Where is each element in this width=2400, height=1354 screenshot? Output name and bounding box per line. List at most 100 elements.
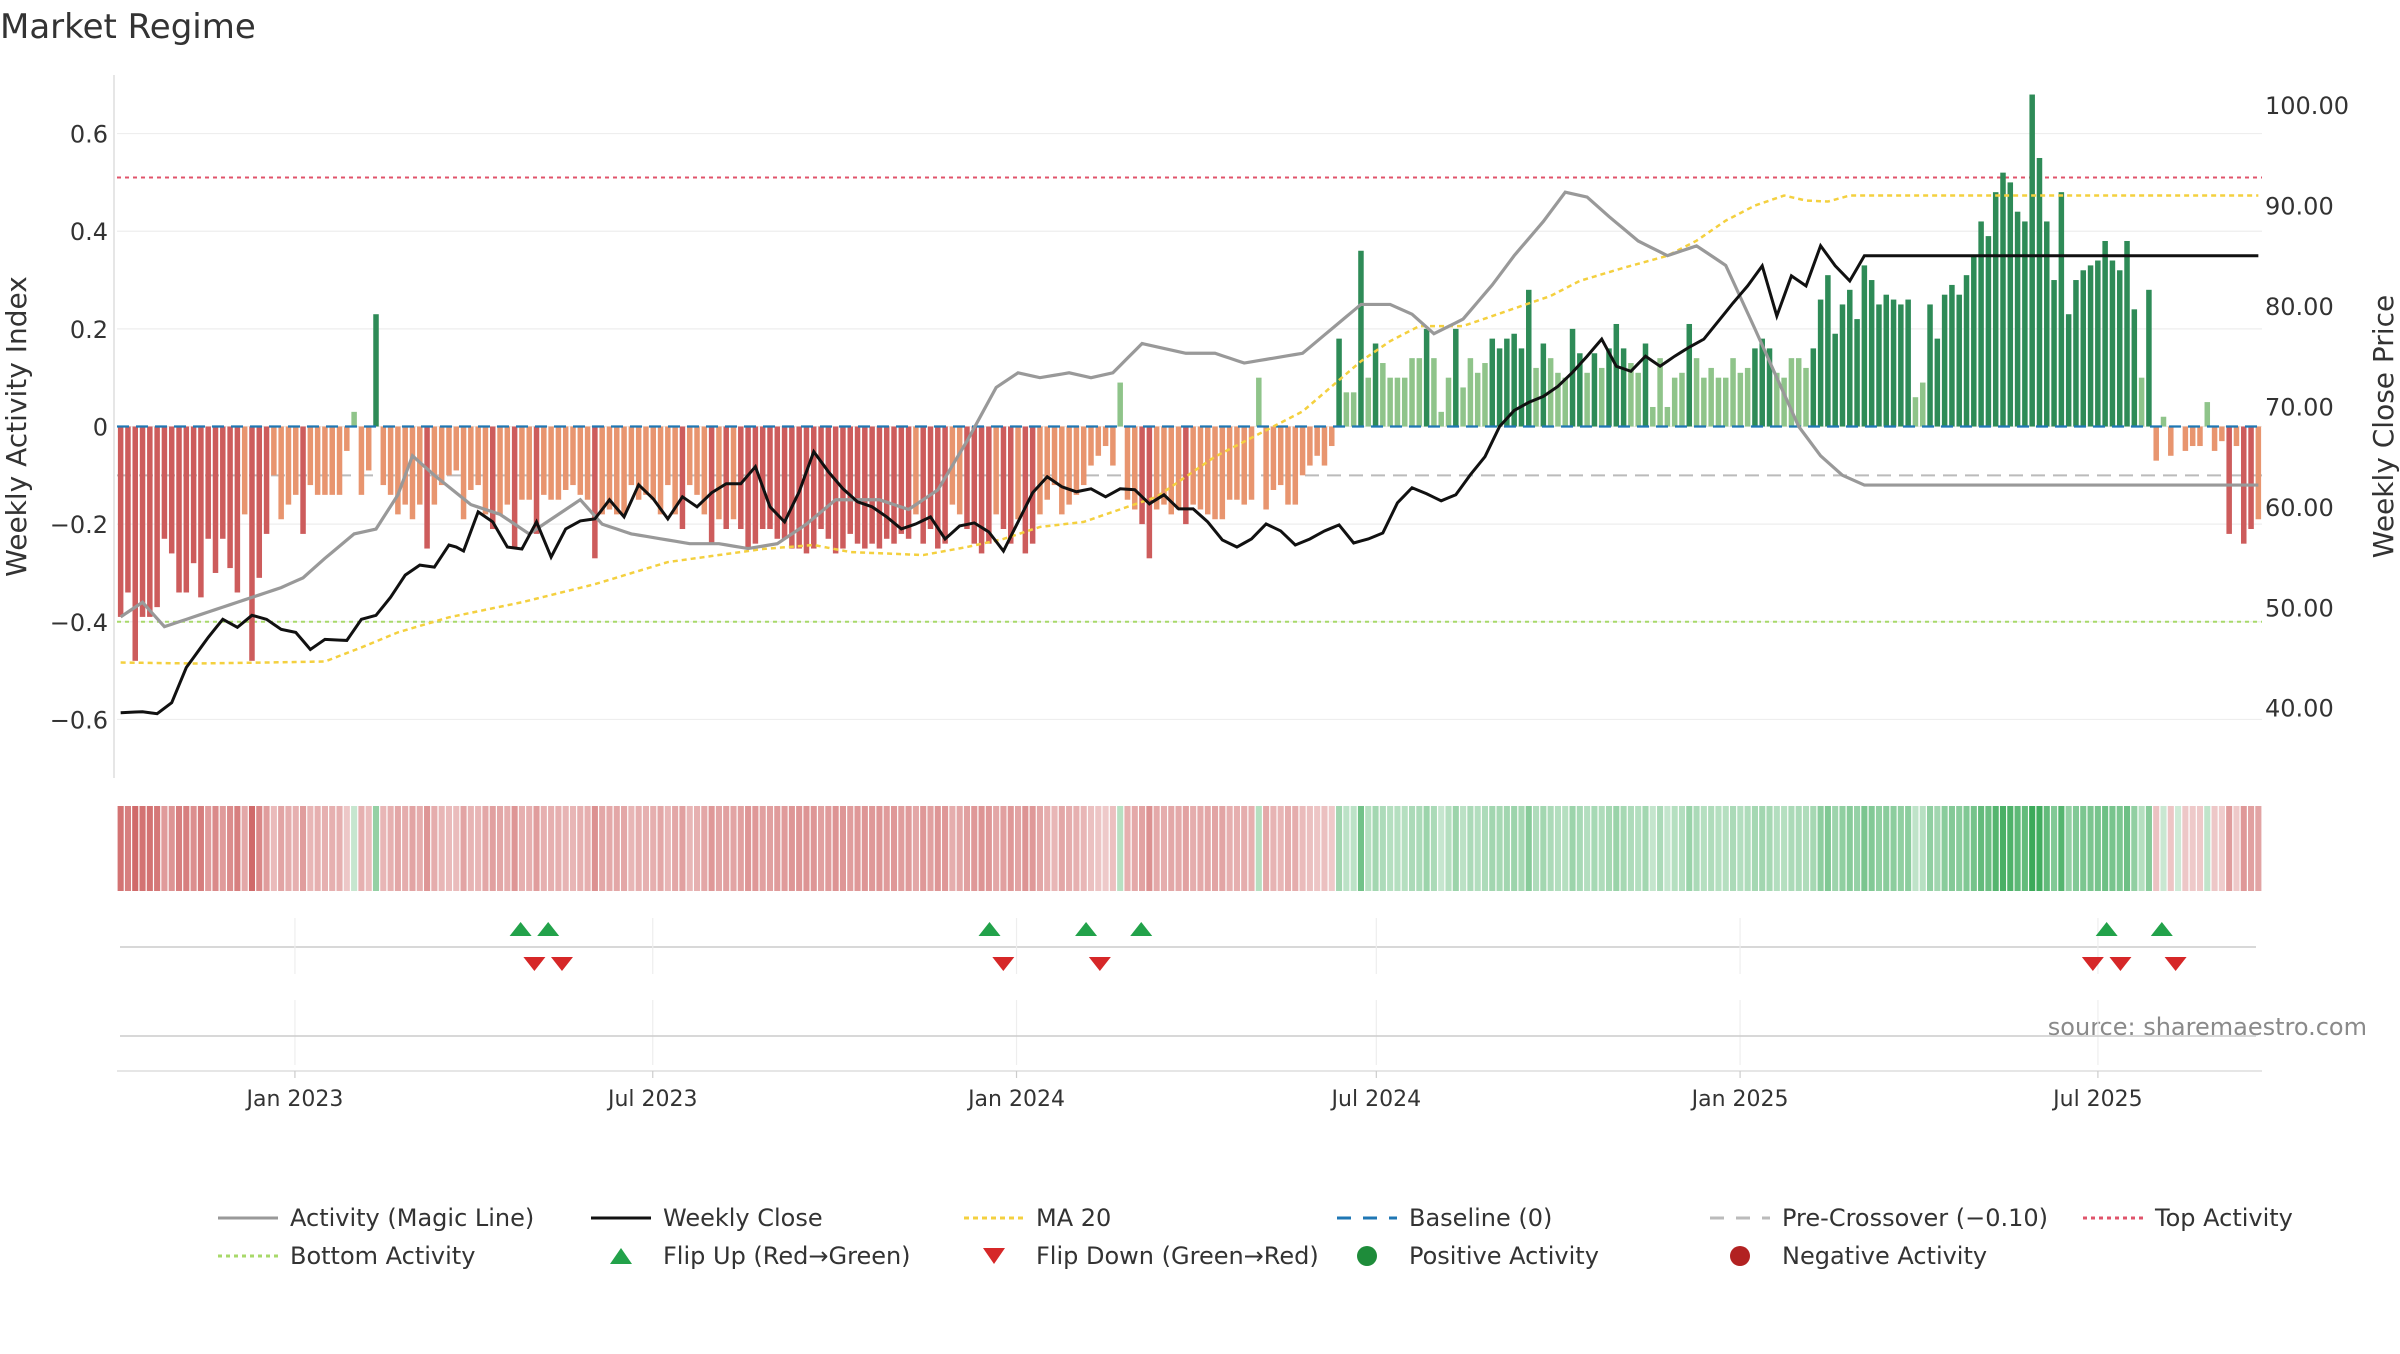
activity-bar bbox=[2124, 240, 2130, 427]
heat-strip-cell bbox=[2240, 806, 2247, 891]
activity-bar bbox=[278, 426, 284, 520]
left-tick-label: −0.6 bbox=[50, 706, 108, 734]
activity-bar bbox=[314, 426, 321, 495]
activity-bar bbox=[628, 426, 635, 486]
activity-bar bbox=[1832, 333, 1838, 427]
activity-bar bbox=[665, 426, 671, 486]
activity-bar bbox=[431, 426, 438, 505]
heat-strip-cell bbox=[1722, 806, 1729, 891]
flip-down-marker bbox=[2109, 957, 2132, 971]
activity-bar bbox=[1329, 426, 1335, 447]
activity-bar bbox=[1496, 348, 1503, 427]
activity-bar bbox=[2138, 377, 2145, 427]
heat-strip-cell bbox=[1336, 806, 1343, 891]
heat-strip-cell bbox=[1832, 806, 1839, 891]
activity-bar bbox=[475, 426, 481, 486]
heat-strip-cell bbox=[1890, 806, 1897, 891]
activity-bar bbox=[1715, 377, 1722, 427]
activity-bar bbox=[701, 426, 708, 515]
heat-strip-cell bbox=[212, 806, 219, 891]
activity-bar bbox=[1562, 377, 1568, 427]
heat-strip-cell bbox=[372, 806, 380, 891]
activity-bar bbox=[1949, 284, 1955, 427]
x-tick-label: Jan 2025 bbox=[1690, 1087, 1789, 1112]
activity-bar bbox=[2219, 426, 2225, 442]
activity-bar bbox=[1168, 426, 1175, 515]
x-tick-label: Jan 2023 bbox=[244, 1087, 343, 1112]
heat-strip-cell bbox=[1357, 806, 1365, 891]
legend-label: Baseline (0) bbox=[1409, 1204, 1552, 1232]
activity-bar bbox=[154, 426, 160, 608]
heat-strip-cell bbox=[854, 806, 861, 891]
heat-strip-cell bbox=[2233, 806, 2240, 891]
activity-bar bbox=[584, 426, 591, 500]
heat-strip-cell bbox=[292, 806, 299, 891]
activity-bar bbox=[489, 426, 496, 530]
heat-strip-cell bbox=[1664, 806, 1671, 891]
activity-bar bbox=[2248, 426, 2254, 530]
heat-strip-cell bbox=[1978, 806, 1985, 891]
activity-bar bbox=[1343, 392, 1350, 427]
heat-strip-cell bbox=[416, 806, 423, 891]
heat-strip-cell bbox=[1408, 806, 1416, 891]
activity-bar bbox=[1774, 372, 1780, 427]
activity-bar bbox=[1153, 426, 1160, 510]
activity-bar bbox=[1482, 363, 1488, 427]
heat-strip-cell bbox=[1861, 806, 1868, 891]
heat-strip-cell bbox=[1263, 806, 1270, 891]
heat-strip-cell bbox=[1087, 806, 1095, 891]
activity-bar bbox=[139, 426, 146, 617]
heat-strip-cell bbox=[723, 806, 730, 891]
heat-strip-cell bbox=[1467, 806, 1474, 891]
heat-strip-cell bbox=[380, 806, 387, 891]
heat-strip-cell bbox=[2043, 806, 2050, 891]
activity-bar bbox=[2146, 289, 2152, 427]
activity-bar bbox=[1854, 319, 1860, 427]
activity-bar bbox=[1088, 426, 1094, 466]
heat-strip-cell bbox=[256, 806, 263, 891]
activity-bar bbox=[1795, 358, 1802, 427]
activity-bar bbox=[1000, 426, 1007, 530]
heat-strip-cell bbox=[1036, 806, 1043, 891]
heat-strip-cell bbox=[227, 806, 234, 891]
activity-bar bbox=[2211, 426, 2218, 451]
heat-strip-cell bbox=[613, 806, 620, 891]
heat-strip-cell bbox=[2175, 806, 2182, 891]
heat-strip-cell bbox=[1058, 806, 1065, 891]
heat-strip-cell bbox=[1474, 806, 1481, 891]
activity-bar bbox=[1919, 382, 1926, 427]
activity-bar bbox=[1898, 304, 1904, 427]
activity-bar bbox=[168, 426, 175, 554]
activity-bar bbox=[1985, 236, 1992, 427]
activity-bar bbox=[300, 426, 306, 534]
activity-bar bbox=[1584, 372, 1590, 427]
heat-strip-cell bbox=[1518, 806, 1525, 891]
activity-bar bbox=[1679, 372, 1685, 427]
heat-strip-cell bbox=[679, 806, 686, 891]
heat-strip-cell bbox=[139, 806, 146, 891]
heat-strip-cell bbox=[1751, 806, 1758, 891]
heat-strip-cell bbox=[1401, 806, 1408, 891]
activity-bar bbox=[1927, 304, 1933, 427]
heat-strip-cell bbox=[482, 806, 489, 891]
heat-strip-cell bbox=[1496, 806, 1503, 891]
legend-item: Baseline (0) bbox=[1337, 1204, 1552, 1232]
activity-bar bbox=[1080, 426, 1087, 486]
heat-strip-cell bbox=[796, 806, 803, 891]
heat-strip-cell bbox=[263, 806, 270, 891]
activity-bar bbox=[336, 426, 343, 495]
activity-bar bbox=[1365, 377, 1371, 427]
activity-bar bbox=[1701, 377, 1707, 427]
activity-bar bbox=[2255, 426, 2262, 520]
activity-bar bbox=[2051, 280, 2057, 427]
activity-bar bbox=[380, 426, 387, 486]
activity-bar bbox=[1102, 426, 1109, 447]
activity-bar bbox=[862, 426, 868, 549]
activity-bar bbox=[891, 426, 897, 544]
heat-strip-cell bbox=[1095, 806, 1102, 891]
heat-strip-cell bbox=[1460, 806, 1467, 891]
x-tick-label: Jul 2023 bbox=[606, 1087, 698, 1112]
activity-bar bbox=[329, 426, 335, 495]
heat-strip-cell bbox=[504, 806, 511, 891]
activity-bar bbox=[1598, 367, 1605, 427]
